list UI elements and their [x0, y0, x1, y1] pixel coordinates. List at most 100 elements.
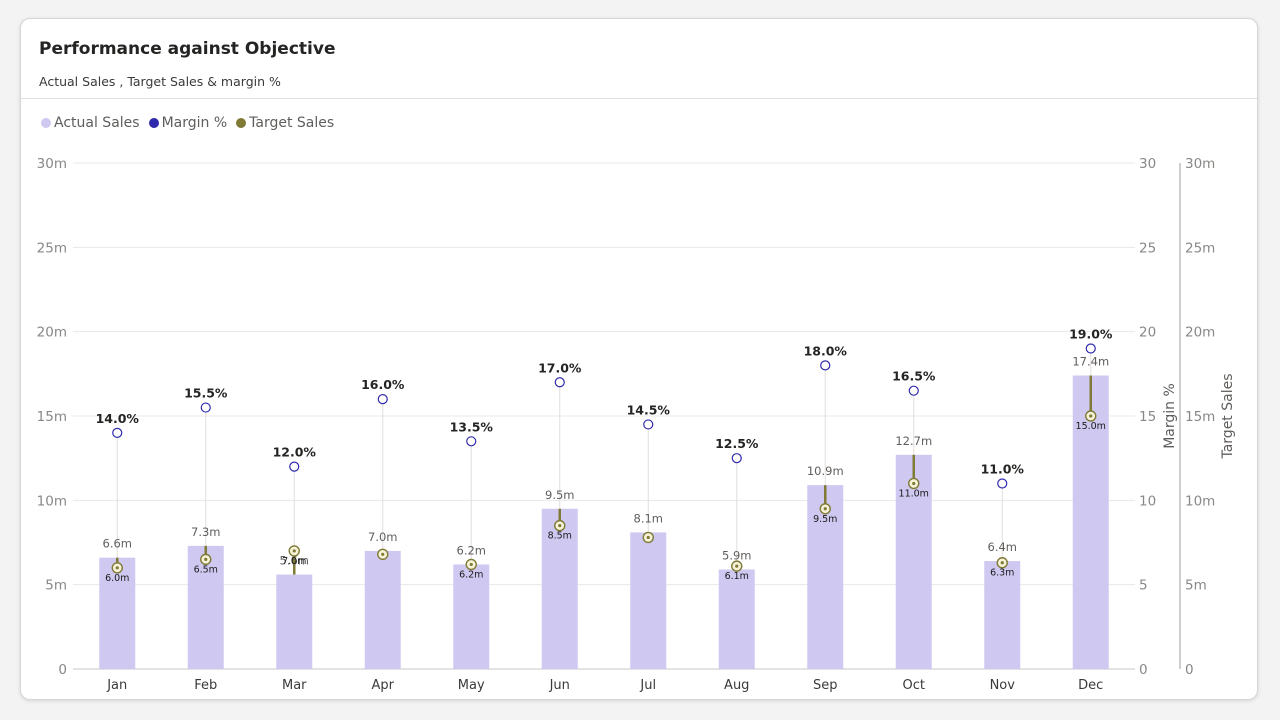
margin-marker [820, 360, 831, 371]
target-marker-center [558, 524, 562, 528]
legend-marker-margin [148, 118, 159, 128]
bar-actual-sales [453, 564, 490, 669]
margin-label: 11.0% [981, 461, 1025, 476]
chart-subtitle: Actual Sales , Target Sales & margin % [39, 74, 281, 89]
legend-item-actual-sales[interactable]: Actual Sales [41, 115, 140, 131]
x-tick-label: Jan [106, 678, 127, 693]
y-left-tick: 15m [37, 409, 67, 425]
y-left-tick: 30m [37, 156, 67, 172]
legend-label: Target Sales [249, 115, 335, 131]
x-tick-label: Mar [282, 678, 307, 693]
legend-item-margin[interactable]: Margin % [148, 115, 228, 131]
y-right-axis-title: Margin % [1162, 383, 1178, 449]
actual-sales-label: 7.3m [191, 525, 221, 539]
margin-label: 17.0% [538, 360, 582, 375]
y-right2-tick: 20m [1185, 325, 1215, 341]
target-sales-label: 6.1m [725, 571, 749, 582]
margin-marker [289, 461, 300, 472]
margin-label: 18.0% [804, 343, 848, 358]
target-marker-center [823, 507, 827, 511]
actual-sales-label: 5.9m [722, 548, 752, 562]
margin-marker [554, 377, 565, 388]
x-tick-label: Sep [813, 678, 838, 693]
bar-actual-sales [895, 454, 932, 669]
target-marker-center [204, 557, 208, 561]
x-tick-label: Dec [1078, 678, 1103, 693]
margin-marker [377, 394, 388, 405]
margin-label: 16.5% [892, 369, 936, 384]
legend-item-target-sales[interactable]: Target Sales [236, 115, 334, 131]
y-right2-tick: 30m [1185, 156, 1215, 172]
target-sales-label: 6.0m [105, 573, 129, 584]
target-sales-label: 6.3m [990, 568, 1014, 579]
actual-sales-label: 12.7m [895, 434, 932, 448]
x-tick-label: Apr [372, 678, 395, 693]
x-tick-label: Jun [549, 678, 570, 693]
target-marker-center [735, 564, 739, 568]
actual-sales-label: 10.9m [807, 464, 844, 478]
bar-actual-sales [807, 485, 844, 669]
y-left-tick: 5m [45, 578, 67, 594]
x-tick-label: Jul [639, 678, 656, 693]
y-right-tick: 30 [1139, 156, 1156, 172]
actual-sales-label: 9.5m [545, 488, 575, 502]
target-sales-label: 11.0m [899, 488, 929, 499]
x-tick-label: May [458, 678, 485, 693]
y-right2-tick: 15m [1185, 409, 1215, 425]
margin-marker [908, 385, 919, 396]
y-right2-tick: 10m [1185, 493, 1215, 509]
margin-marker [112, 427, 123, 438]
x-tick-label: Aug [724, 678, 749, 693]
x-tick-label: Nov [990, 678, 1016, 693]
y-right-tick: 15 [1139, 409, 1156, 425]
y-right-tick: 20 [1139, 325, 1156, 341]
actual-sales-label: 6.4m [988, 540, 1018, 554]
target-sales-label: 7.0m [282, 556, 306, 567]
bar-actual-sales [276, 574, 313, 669]
margin-marker [466, 436, 477, 447]
x-tick-label: Feb [194, 678, 217, 693]
target-marker-center [646, 535, 650, 540]
margin-marker [1085, 343, 1096, 354]
legend-marker-target-sales [236, 118, 247, 128]
bar-actual-sales [99, 557, 136, 669]
y-right-tick: 5 [1139, 578, 1148, 594]
y-left-tick: 10m [37, 493, 67, 509]
target-marker-center [115, 566, 119, 570]
target-sales-label: 6.5m [194, 564, 218, 575]
margin-marker [643, 419, 654, 430]
target-marker-center [292, 549, 296, 553]
actual-sales-label: 7.0m [368, 530, 398, 544]
y-right2-tick: 25m [1185, 240, 1215, 256]
x-tick-label: Oct [903, 678, 925, 693]
y-right2-axis-title: Target Sales [1220, 373, 1236, 459]
y-left-tick: 25m [37, 240, 67, 256]
target-marker-center [1000, 561, 1004, 565]
bar-actual-sales [187, 545, 224, 669]
legend-label: Margin % [161, 115, 228, 131]
target-sales-label: 8.5m [548, 531, 572, 542]
margin-label: 14.0% [96, 411, 140, 426]
chart-plot: 0 5m 10m 15m 20m 25m 30m 0 5 10 15 20 25 30 0 5m 10m 15m 2… [37, 156, 1236, 693]
margin-label: 12.5% [715, 436, 759, 451]
bar-actual-sales [630, 532, 667, 669]
y-right-tick: 25 [1139, 240, 1156, 256]
y-left-tick: 20m [37, 325, 67, 341]
target-sales-label: 15.0m [1076, 421, 1106, 432]
y-right-tick: 0 [1139, 662, 1148, 678]
target-marker-center [469, 562, 473, 567]
chart-card: Performance against Objective Actual Sal… [20, 18, 1258, 700]
y-right2-tick: 5m [1185, 578, 1207, 594]
legend: Actual Sales Margin % Target Sales [41, 115, 343, 131]
target-sales-label: 9.5m [813, 514, 837, 525]
margin-label: 16.0% [361, 377, 405, 392]
target-marker-center [1089, 414, 1093, 418]
legend-marker-actual-sales [41, 118, 51, 128]
legend-label: Actual Sales [54, 115, 140, 131]
margin-label: 14.5% [627, 402, 671, 417]
margin-marker [200, 402, 211, 413]
target-marker-center [912, 481, 916, 486]
y-left-tick: 0 [58, 662, 67, 678]
actual-sales-label: 6.6m [103, 537, 133, 551]
margin-marker [731, 453, 742, 464]
